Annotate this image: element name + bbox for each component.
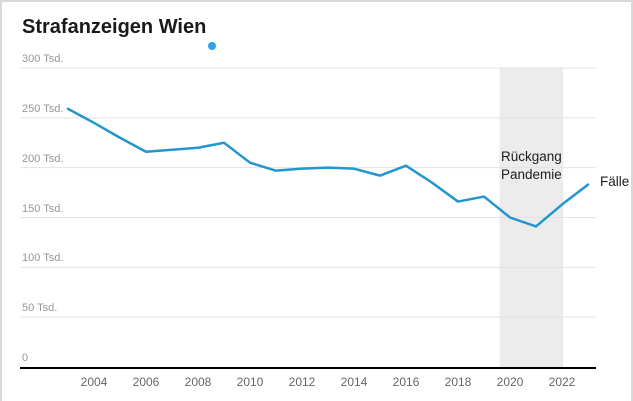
x-axis-tick-label: 2022 [548, 375, 576, 389]
series-label: Fälle [600, 174, 630, 189]
x-axis-tick-label: 2016 [392, 375, 420, 389]
page-title: Strafanzeigen Wien [22, 16, 207, 38]
y-axis-tick-label: 300 Tsd. [22, 53, 64, 65]
x-axis-tick-label: 2008 [184, 375, 212, 389]
y-axis-tick-label: 150 Tsd. [22, 202, 64, 215]
y-axis-tick-label: 250 Tsd. [22, 102, 64, 115]
x-axis-tick-label: 2004 [80, 375, 108, 389]
annotation-line-2: Pandemie [501, 167, 562, 182]
x-axis-tick-label: 2010 [236, 375, 264, 389]
y-axis-tick-label: 0 [22, 352, 29, 364]
y-axis-tick-label: 100 Tsd. [22, 252, 64, 265]
x-axis-tick-label: 2020 [496, 375, 524, 389]
x-axis-tick-label: 2018 [444, 375, 472, 389]
y-axis-tick-label: 50 Tsd. [22, 302, 58, 315]
annotation-line-1: Rückgang [501, 149, 562, 164]
x-axis-tick-label: 2006 [132, 375, 160, 389]
x-axis-tick-label: 2014 [340, 375, 368, 389]
annotation-pandemic: Rückgang Pandemie [501, 148, 562, 184]
series-marker-dot [208, 42, 216, 50]
y-axis-tick-label: 200 Tsd. [22, 152, 64, 165]
x-axis-tick-label: 2012 [288, 375, 316, 389]
